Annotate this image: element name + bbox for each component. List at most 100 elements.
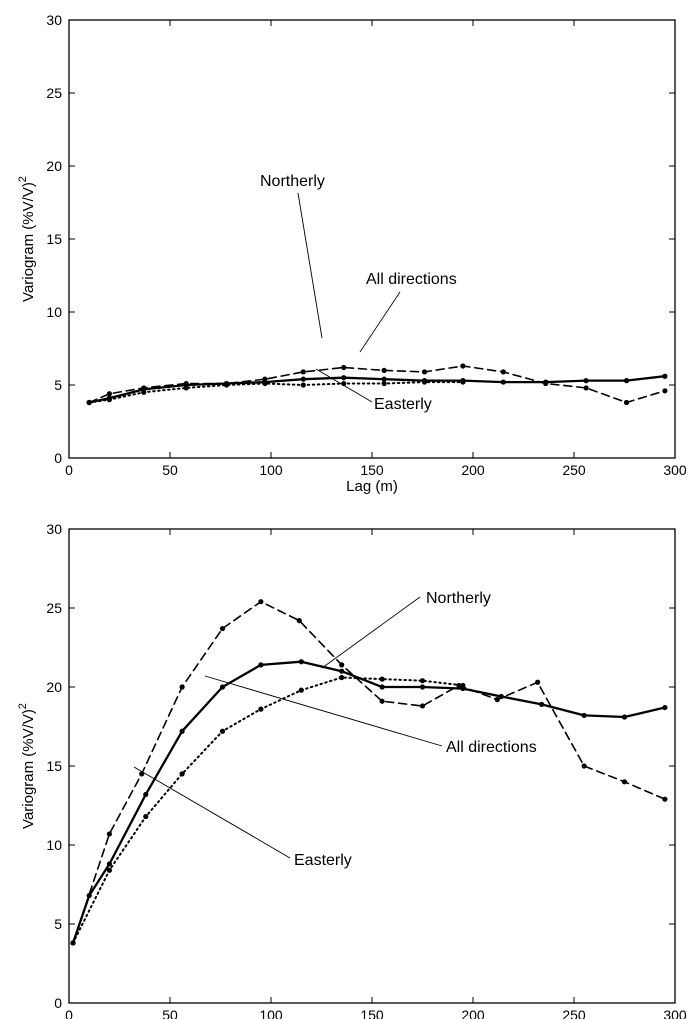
data-point-easterly — [381, 380, 387, 387]
data-point-all-directions — [143, 791, 149, 798]
annotation-leader-easterly — [315, 368, 373, 403]
data-point-easterly — [262, 380, 268, 387]
annotation-all-directions: All directions — [446, 739, 537, 756]
data-point-northerly — [581, 763, 587, 769]
data-point-all-directions — [179, 728, 185, 734]
y-axis-title-text: Variogram (%V/V) — [20, 709, 37, 829]
y-axis-title: Variogram (%V/V)2 — [17, 703, 37, 829]
data-point-all-directions — [258, 662, 264, 668]
data-point-northerly — [341, 364, 347, 371]
x-tick-label: 0 — [65, 462, 73, 478]
x-tick-label: 150 — [360, 1007, 384, 1019]
data-point-northerly — [621, 779, 628, 785]
y-tick-label: 20 — [46, 158, 62, 174]
data-point-all-directions — [621, 714, 628, 720]
data-point-all-directions — [539, 701, 545, 707]
annotation-all-directions: All directions — [366, 271, 457, 288]
data-point-easterly — [258, 706, 264, 712]
chart-panel-1: 0 50 100 150 200 250 300 0 5 10 15 20 25 30 Lag (m) Var… — [17, 12, 687, 495]
data-point-all-directions — [500, 379, 506, 385]
data-point-easterly — [86, 399, 92, 406]
data-point-northerly — [662, 796, 668, 802]
y-tick-label: 5 — [54, 377, 62, 393]
annotation-leader-northerly — [321, 596, 421, 669]
data-point-all-directions — [583, 378, 589, 384]
annotation-easterly: Easterly — [294, 852, 352, 869]
series-line-northerly — [72, 600, 666, 944]
data-point-all-directions — [419, 684, 426, 690]
data-point-all-directions — [543, 379, 549, 385]
data-point-easterly — [460, 379, 466, 385]
y-tick-label: 15 — [46, 758, 62, 774]
data-point-easterly — [141, 389, 147, 395]
data-point-northerly — [339, 662, 345, 668]
data-point-northerly — [421, 369, 428, 375]
data-point-northerly — [583, 385, 589, 391]
data-point-easterly — [143, 813, 149, 820]
data-point-easterly — [421, 379, 428, 385]
data-point-northerly — [379, 698, 385, 704]
data-point-northerly — [106, 831, 112, 837]
data-point-easterly — [298, 687, 304, 693]
series-line-easterly — [72, 676, 464, 944]
x-tick-label: 100 — [259, 1007, 283, 1019]
data-point-easterly — [179, 771, 185, 777]
data-point-easterly — [223, 382, 230, 388]
y-tick-label: 15 — [46, 231, 62, 247]
y-tick-label: 5 — [54, 916, 62, 932]
data-point-northerly — [662, 388, 668, 394]
data-point-easterly — [300, 382, 306, 388]
data-point-northerly — [179, 684, 185, 690]
x-tick-label: 250 — [562, 462, 586, 478]
x-tick-label: 50 — [162, 462, 178, 478]
x-tick-label: 200 — [461, 1007, 485, 1019]
y-axis-title-superscript: 2 — [17, 703, 29, 709]
annotation-northerly: Northerly — [260, 173, 325, 190]
annotation-leader-easterly — [133, 766, 291, 859]
x-tick-label: 150 — [360, 462, 384, 478]
x-tick-label: 250 — [562, 1007, 586, 1019]
y-axis-title-superscript: 2 — [17, 176, 29, 182]
data-point-all-directions — [581, 712, 587, 719]
data-point-northerly — [258, 599, 264, 605]
y-tick-label: 10 — [46, 837, 62, 853]
data-point-easterly — [460, 682, 466, 689]
series-line-all-directions — [88, 375, 667, 404]
data-point-all-directions — [341, 375, 347, 381]
data-point-easterly — [379, 676, 385, 682]
data-point-all-directions — [662, 373, 668, 379]
y-tick-label: 0 — [54, 450, 62, 466]
y-tick-label: 30 — [46, 12, 62, 28]
data-point-all-directions — [662, 704, 668, 711]
x-tick-label: 200 — [461, 462, 485, 478]
data-point-northerly — [106, 391, 112, 397]
data-point-all-directions — [106, 861, 112, 867]
data-point-northerly — [300, 369, 306, 375]
data-point-all-directions — [623, 378, 630, 384]
data-point-northerly — [500, 369, 506, 375]
data-point-all-directions — [339, 668, 345, 674]
data-point-all-directions — [298, 659, 304, 665]
data-point-easterly — [339, 674, 345, 681]
data-point-all-directions — [381, 376, 387, 382]
x-tick-label: 50 — [162, 1007, 178, 1019]
data-point-easterly — [183, 385, 189, 391]
data-point-all-directions — [379, 684, 385, 690]
data-point-northerly — [494, 697, 500, 703]
x-axis-title: Lag (m) — [346, 478, 398, 495]
data-point-northerly — [623, 399, 630, 406]
data-point-easterly — [219, 728, 226, 734]
data-point-all-directions — [498, 693, 504, 700]
y-axis-title: Variogram (%V/V)2 — [17, 176, 37, 302]
series-line-northerly — [88, 365, 666, 404]
data-point-northerly — [219, 625, 226, 632]
y-tick-label: 25 — [46, 600, 62, 616]
annotation-leader-all-directions — [204, 675, 443, 747]
y-tick-label: 10 — [46, 304, 62, 320]
data-point-all-directions — [86, 892, 92, 899]
y-axis-title-text: Variogram (%V/V) — [20, 182, 37, 302]
data-point-easterly — [70, 940, 76, 946]
y-tick-label: 20 — [46, 679, 62, 695]
